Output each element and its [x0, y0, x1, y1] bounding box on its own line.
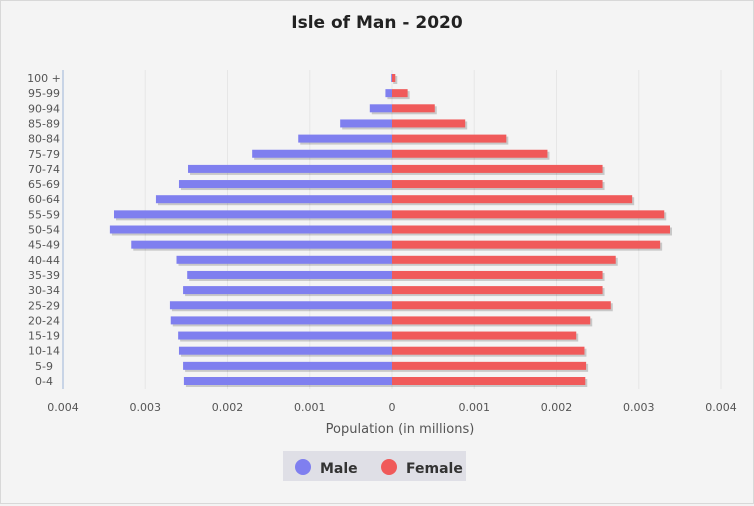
bar-female-40-44[interactable]	[392, 255, 616, 264]
x-tick-label: 0.003	[623, 401, 655, 414]
x-tick-label: 0.002	[541, 401, 573, 414]
bar-female-20-24[interactable]	[392, 316, 591, 325]
bar-female-15-19[interactable]	[392, 331, 577, 340]
x-tick-label: 0.004	[47, 401, 79, 414]
bar-male-45-49[interactable]	[131, 240, 392, 249]
x-tick-label: 0.002	[212, 401, 244, 414]
legend-item-female[interactable]: Female	[381, 459, 463, 477]
bar-female-10-14[interactable]	[392, 346, 585, 355]
y-tick-label: 30-34	[28, 284, 60, 297]
bar-female-35-39[interactable]	[392, 270, 603, 279]
legend: Male Female	[283, 451, 466, 481]
legend-label-male: Male	[320, 461, 358, 477]
y-tick-label: 90-94	[28, 102, 60, 115]
legend-background	[283, 451, 466, 481]
bar-male-85-89[interactable]	[340, 119, 392, 128]
bar-male-10-14[interactable]	[178, 346, 392, 355]
legend-swatch-female	[381, 459, 397, 475]
y-tick-label: 80-84	[28, 133, 60, 146]
x-tick-label: 0.001	[459, 401, 491, 414]
bar-male-15-19[interactable]	[178, 331, 392, 340]
bar-male-25-29[interactable]	[169, 301, 392, 310]
legend-label-female: Female	[406, 461, 463, 477]
x-tick-label: 0.001	[294, 401, 326, 414]
bar-female-75-79[interactable]	[392, 149, 548, 158]
bar-male-95-99[interactable]	[385, 89, 392, 98]
x-axis-label: Population (in millions)	[326, 422, 475, 437]
bar-male-60-64[interactable]	[155, 195, 392, 204]
bar-male-65-69[interactable]	[178, 180, 392, 189]
x-tick-label: 0.003	[130, 401, 162, 414]
x-tick-label: 0	[389, 401, 396, 414]
y-tick-label: 20-24	[28, 314, 60, 327]
bar-male-55-59[interactable]	[113, 210, 393, 219]
bar-male-80-84[interactable]	[298, 134, 392, 143]
bar-male-40-44[interactable]	[176, 255, 392, 264]
bar-female-0-4[interactable]	[392, 377, 586, 385]
bar-male-0-4[interactable]	[183, 377, 392, 385]
legend-item-male[interactable]: Male	[295, 459, 358, 477]
bar-female-70-74[interactable]	[392, 164, 603, 173]
bar-female-90-94[interactable]	[392, 104, 435, 113]
x-tick-label: 0.004	[705, 401, 737, 414]
y-tick-label: 100 +	[27, 72, 61, 85]
bar-female-60-64[interactable]	[392, 195, 633, 204]
bar-male-75-79[interactable]	[252, 149, 392, 158]
bar-female-5-9[interactable]	[392, 361, 587, 370]
y-tick-label: 60-64	[28, 193, 60, 206]
bar-male-30-34[interactable]	[183, 286, 392, 295]
y-tick-label: 5-9	[35, 360, 53, 373]
y-tick-label: 0-4	[35, 375, 53, 388]
y-tick-label: 55-59	[28, 208, 60, 221]
bar-male-35-39[interactable]	[187, 270, 392, 279]
y-tick-label: 40-44	[28, 254, 60, 267]
bar-shadow	[394, 76, 398, 84]
bar-male-90-94[interactable]	[369, 104, 392, 113]
y-tick-label: 70-74	[28, 163, 60, 176]
bar-female-45-49[interactable]	[392, 240, 661, 249]
bar-female-85-89[interactable]	[392, 119, 466, 128]
y-tick-label: 45-49	[28, 239, 60, 252]
y-tick-label: 75-79	[28, 148, 60, 161]
y-tick-label: 95-99	[28, 87, 60, 100]
y-tick-label: 15-19	[28, 330, 60, 343]
legend-swatch-male	[295, 459, 311, 475]
y-tick-label: 25-29	[28, 299, 60, 312]
bar-male-20-24[interactable]	[170, 316, 392, 325]
bar-female-55-59[interactable]	[392, 210, 665, 219]
bar-female-80-84[interactable]	[392, 134, 507, 143]
bar-male-70-74[interactable]	[188, 164, 392, 173]
bar-female-100[interactable]	[392, 74, 396, 82]
y-tick-label: 50-54	[28, 224, 60, 237]
bar-female-50-54[interactable]	[392, 225, 671, 234]
y-tick-label: 85-89	[28, 117, 60, 130]
bar-male-50-54[interactable]	[109, 225, 392, 234]
y-tick-label: 10-14	[28, 345, 60, 358]
bar-female-25-29[interactable]	[392, 301, 611, 310]
bar-male-100[interactable]	[391, 74, 392, 82]
bar-female-65-69[interactable]	[392, 180, 603, 189]
bar-female-95-99[interactable]	[392, 89, 408, 98]
bar-female-30-34[interactable]	[392, 286, 603, 295]
bar-male-5-9[interactable]	[183, 361, 392, 370]
chart-title: Isle of Man - 2020	[291, 13, 463, 33]
y-tick-label: 65-69	[28, 178, 60, 191]
y-tick-label: 35-39	[28, 269, 60, 282]
